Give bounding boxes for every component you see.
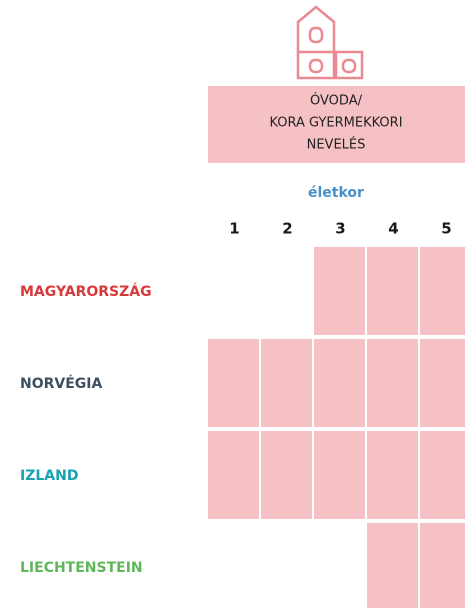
age-cell: [367, 339, 418, 427]
age-cell: [367, 247, 418, 335]
age-cell: [367, 431, 418, 519]
kindergarten-icon: [296, 5, 364, 80]
axis-label: életkor: [308, 185, 364, 201]
country-label: LIECHTENSTEIN: [20, 560, 143, 576]
age-cell: [208, 339, 259, 427]
country-label: MAGYARORSZÁG: [20, 283, 152, 300]
age-cell: [261, 431, 312, 519]
header-line: NEVELÉS: [307, 137, 366, 153]
age-cell: [261, 339, 312, 427]
age-label: 5: [441, 220, 451, 238]
age-label: 3: [335, 220, 345, 238]
header-line: ÓVODA/: [310, 93, 363, 109]
age-label: 2: [282, 220, 292, 238]
country-label: NORVÉGIA: [20, 375, 102, 392]
age-label: 1: [229, 220, 239, 238]
header-box: [208, 86, 465, 163]
age-cell: [314, 247, 365, 335]
age-cell: [420, 339, 465, 427]
age-cell: [314, 431, 365, 519]
age-cell: [208, 431, 259, 519]
age-cell: [314, 339, 365, 427]
country-label: IZLAND: [20, 468, 78, 484]
age-label: 4: [388, 220, 398, 238]
age-cell: [420, 431, 465, 519]
age-cell: [420, 523, 465, 608]
age-cell: [420, 247, 465, 335]
age-cell: [367, 523, 418, 608]
header-line: KORA GYERMEKKORI: [269, 116, 402, 131]
